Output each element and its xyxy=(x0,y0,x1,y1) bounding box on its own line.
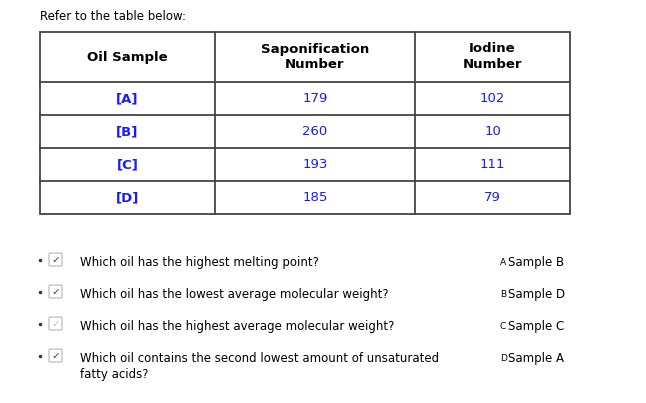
Text: Which oil has the lowest average molecular weight?: Which oil has the lowest average molecul… xyxy=(80,288,389,301)
Text: Sample C: Sample C xyxy=(508,320,564,333)
Text: Sample B: Sample B xyxy=(508,256,564,269)
Text: Refer to the table below:: Refer to the table below: xyxy=(40,10,186,23)
Text: [C]: [C] xyxy=(116,158,138,171)
FancyBboxPatch shape xyxy=(49,285,62,298)
Text: D: D xyxy=(500,354,507,363)
Text: [D]: [D] xyxy=(116,191,139,204)
Text: Which oil contains the second lowest amount of unsaturated
fatty acids?: Which oil contains the second lowest amo… xyxy=(80,352,439,381)
Text: ✓: ✓ xyxy=(51,287,60,297)
Text: Sample D: Sample D xyxy=(508,288,565,301)
Text: ✓: ✓ xyxy=(51,351,60,361)
Text: Which oil has the highest average molecular weight?: Which oil has the highest average molecu… xyxy=(80,320,394,333)
Text: A: A xyxy=(500,258,506,267)
Text: 179: 179 xyxy=(302,92,328,105)
Text: 111: 111 xyxy=(480,158,505,171)
Bar xyxy=(40,32,570,214)
Text: ✓: ✓ xyxy=(51,255,60,265)
Text: B: B xyxy=(500,290,506,299)
Text: ✓: ✓ xyxy=(51,319,60,329)
Text: 79: 79 xyxy=(484,191,501,204)
FancyBboxPatch shape xyxy=(49,253,62,266)
FancyBboxPatch shape xyxy=(49,349,62,362)
Text: 102: 102 xyxy=(480,92,505,105)
Text: Which oil has the highest melting point?: Which oil has the highest melting point? xyxy=(80,256,319,269)
Text: C: C xyxy=(500,322,506,331)
Text: 193: 193 xyxy=(302,158,328,171)
Text: 260: 260 xyxy=(302,125,328,138)
Text: Saponification
Number: Saponification Number xyxy=(261,42,369,71)
FancyBboxPatch shape xyxy=(49,317,62,330)
Text: Sample A: Sample A xyxy=(508,352,564,365)
Text: 185: 185 xyxy=(302,191,328,204)
Text: 10: 10 xyxy=(484,125,501,138)
Text: Iodine
Number: Iodine Number xyxy=(463,42,522,71)
Text: [A]: [A] xyxy=(116,92,139,105)
Text: [B]: [B] xyxy=(116,125,139,138)
Text: Oil Sample: Oil Sample xyxy=(87,50,168,64)
